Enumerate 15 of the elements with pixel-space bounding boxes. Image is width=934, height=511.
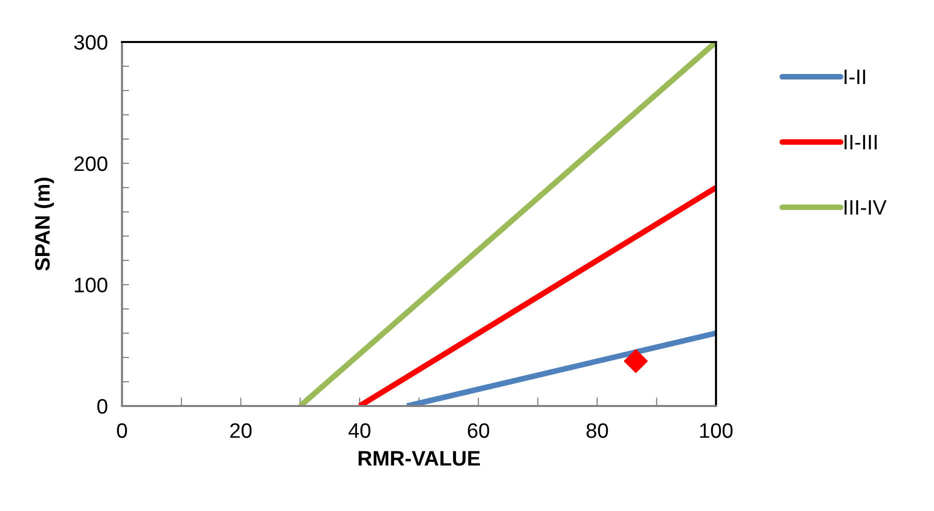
x-tick-label: 80 xyxy=(586,423,608,438)
y-tick-label: 300 xyxy=(74,35,108,50)
x-tick-label: 20 xyxy=(230,423,252,438)
x-tick-label: 100 xyxy=(700,423,733,438)
x-tick-label: 40 xyxy=(348,423,370,438)
legend-label: I-II xyxy=(844,70,866,84)
x-axis-title: RMR-VALUE xyxy=(358,451,480,466)
x-tick-label: 60 xyxy=(468,423,490,438)
legend-label: II-III xyxy=(844,134,877,150)
x-tick-label: 0 xyxy=(117,423,127,438)
y-tick-label: 200 xyxy=(74,156,108,172)
y-tick-label: 100 xyxy=(74,278,108,292)
legend-label: III-IV xyxy=(844,200,887,215)
y-axis-title: SPAN (m) xyxy=(34,178,54,271)
y-tick-label: 0 xyxy=(97,399,108,414)
